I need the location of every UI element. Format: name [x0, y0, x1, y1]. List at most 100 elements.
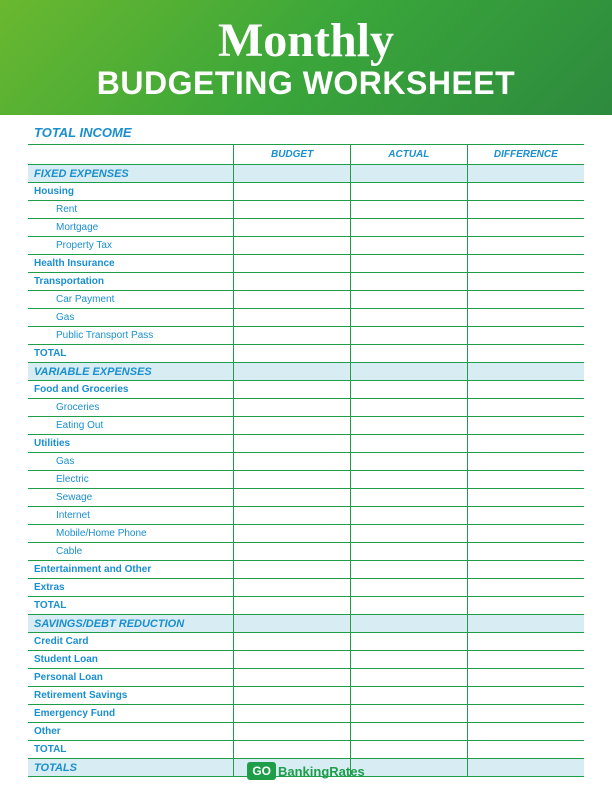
value-cell[interactable]	[467, 399, 584, 417]
value-cell[interactable]	[467, 687, 584, 705]
value-cell[interactable]	[467, 561, 584, 579]
value-cell[interactable]	[467, 417, 584, 435]
header-banner: Monthly BUDGETING WORKSHEET	[0, 0, 612, 115]
value-cell[interactable]	[234, 723, 351, 741]
value-cell[interactable]	[234, 543, 351, 561]
value-cell[interactable]	[234, 561, 351, 579]
value-cell[interactable]	[467, 327, 584, 345]
value-cell[interactable]	[234, 255, 351, 273]
value-cell[interactable]	[350, 219, 467, 237]
value-cell[interactable]	[467, 489, 584, 507]
value-cell[interactable]	[234, 705, 351, 723]
value-cell[interactable]	[350, 453, 467, 471]
value-cell[interactable]	[467, 453, 584, 471]
value-cell[interactable]	[467, 201, 584, 219]
value-cell[interactable]	[467, 669, 584, 687]
value-cell[interactable]	[350, 669, 467, 687]
value-cell[interactable]	[234, 489, 351, 507]
value-cell[interactable]	[467, 309, 584, 327]
value-cell[interactable]	[467, 507, 584, 525]
value-cell[interactable]	[234, 669, 351, 687]
value-cell[interactable]	[234, 435, 351, 453]
value-cell[interactable]	[350, 489, 467, 507]
value-cell[interactable]	[234, 381, 351, 399]
value-cell[interactable]	[350, 597, 467, 615]
value-cell[interactable]	[234, 651, 351, 669]
value-cell[interactable]	[234, 525, 351, 543]
value-cell[interactable]	[350, 183, 467, 201]
value-cell[interactable]	[350, 327, 467, 345]
value-cell[interactable]	[467, 381, 584, 399]
value-cell[interactable]	[234, 273, 351, 291]
value-cell[interactable]	[234, 633, 351, 651]
value-cell[interactable]	[467, 219, 584, 237]
section-cell[interactable]	[234, 615, 351, 633]
value-cell[interactable]	[234, 687, 351, 705]
section-cell[interactable]	[467, 615, 584, 633]
value-cell[interactable]	[350, 237, 467, 255]
value-cell[interactable]	[467, 543, 584, 561]
value-cell[interactable]	[350, 723, 467, 741]
section-cell[interactable]	[467, 165, 584, 183]
value-cell[interactable]	[234, 507, 351, 525]
value-cell[interactable]	[467, 633, 584, 651]
value-cell[interactable]	[350, 309, 467, 327]
value-cell[interactable]	[467, 705, 584, 723]
value-cell[interactable]	[467, 273, 584, 291]
value-cell[interactable]	[467, 345, 584, 363]
value-cell[interactable]	[350, 381, 467, 399]
value-cell[interactable]	[350, 561, 467, 579]
section-cell[interactable]	[350, 165, 467, 183]
value-cell[interactable]	[350, 525, 467, 543]
value-cell[interactable]	[350, 255, 467, 273]
value-cell[interactable]	[234, 417, 351, 435]
value-cell[interactable]	[350, 201, 467, 219]
value-cell[interactable]	[467, 255, 584, 273]
value-cell[interactable]	[234, 183, 351, 201]
value-cell[interactable]	[350, 741, 467, 759]
value-cell[interactable]	[467, 723, 584, 741]
value-cell[interactable]	[234, 291, 351, 309]
value-cell[interactable]	[234, 471, 351, 489]
value-cell[interactable]	[350, 543, 467, 561]
value-cell[interactable]	[350, 471, 467, 489]
value-cell[interactable]	[350, 633, 467, 651]
value-cell[interactable]	[467, 597, 584, 615]
value-cell[interactable]	[234, 597, 351, 615]
value-cell[interactable]	[350, 399, 467, 417]
value-cell[interactable]	[467, 471, 584, 489]
value-cell[interactable]	[234, 327, 351, 345]
section-cell[interactable]	[350, 363, 467, 381]
value-cell[interactable]	[350, 273, 467, 291]
value-cell[interactable]	[234, 345, 351, 363]
value-cell[interactable]	[467, 579, 584, 597]
section-cell[interactable]	[234, 363, 351, 381]
section-cell[interactable]	[234, 165, 351, 183]
section-cell[interactable]	[350, 615, 467, 633]
value-cell[interactable]	[350, 651, 467, 669]
value-cell[interactable]	[350, 345, 467, 363]
value-cell[interactable]	[350, 705, 467, 723]
value-cell[interactable]	[350, 435, 467, 453]
value-cell[interactable]	[234, 237, 351, 255]
value-cell[interactable]	[467, 291, 584, 309]
value-cell[interactable]	[350, 687, 467, 705]
value-cell[interactable]	[467, 741, 584, 759]
value-cell[interactable]	[234, 741, 351, 759]
value-cell[interactable]	[467, 183, 584, 201]
value-cell[interactable]	[350, 507, 467, 525]
value-cell[interactable]	[467, 525, 584, 543]
value-cell[interactable]	[467, 237, 584, 255]
section-cell[interactable]	[467, 363, 584, 381]
value-cell[interactable]	[350, 417, 467, 435]
value-cell[interactable]	[234, 309, 351, 327]
value-cell[interactable]	[234, 453, 351, 471]
value-cell[interactable]	[467, 651, 584, 669]
value-cell[interactable]	[234, 579, 351, 597]
value-cell[interactable]	[234, 399, 351, 417]
value-cell[interactable]	[234, 201, 351, 219]
value-cell[interactable]	[234, 219, 351, 237]
value-cell[interactable]	[467, 435, 584, 453]
value-cell[interactable]	[350, 291, 467, 309]
value-cell[interactable]	[350, 579, 467, 597]
